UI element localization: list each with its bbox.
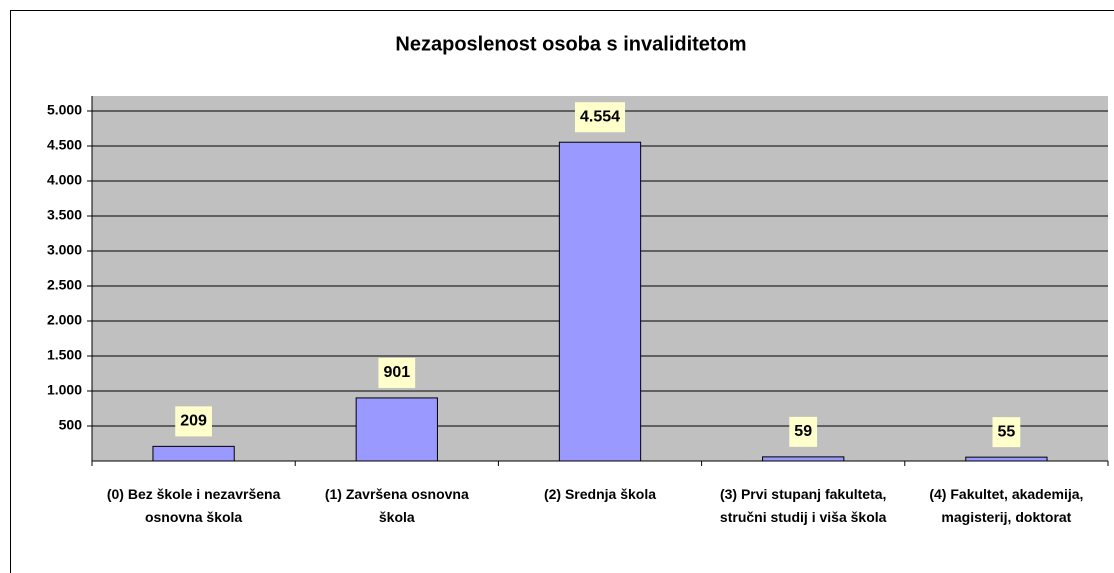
y-tick-label: 5.000 — [47, 102, 82, 118]
y-tick-label: 1.500 — [47, 347, 82, 363]
bar — [762, 456, 845, 462]
bar — [355, 397, 438, 462]
x-tick-label: (4) Fakultet, akademija, magisterij, dok… — [929, 486, 1084, 525]
y-tick-label: 3.500 — [47, 207, 82, 223]
bar — [152, 445, 235, 462]
data-label: 209 — [180, 413, 207, 430]
data-label: 901 — [383, 364, 410, 381]
x-tick-label: (3) Prvi stupanj fakulteta, stručni stud… — [719, 486, 887, 525]
data-label: 4.554 — [580, 108, 620, 125]
data-label-bg — [789, 416, 818, 447]
bar — [965, 456, 1048, 462]
y-tick-label: 2.000 — [47, 312, 82, 328]
data-label-bg — [992, 417, 1021, 448]
x-tick-label: (2) Srednja škola — [543, 486, 657, 502]
data-label: 55 — [998, 423, 1016, 440]
data-label-bg — [175, 406, 212, 437]
data-label-bg — [378, 357, 416, 388]
y-tick-label: 4.000 — [47, 172, 82, 188]
chart-title: Nezaposlenost osoba s invaliditetom — [395, 33, 746, 55]
y-tick-label: 500 — [59, 417, 83, 433]
x-tick-label: (0) Bez škole i nezavršena osnovna škola — [106, 486, 281, 525]
y-tick-label: 2.500 — [47, 277, 82, 293]
bar — [558, 141, 642, 462]
y-tick-label: 1.000 — [47, 382, 82, 398]
data-label: 59 — [794, 423, 812, 440]
y-tick-label: 4.500 — [47, 137, 82, 153]
x-tick-label: (1) Završena osnovna škola — [324, 486, 469, 525]
data-label-bg — [574, 102, 626, 133]
y-tick-label: 3.000 — [47, 242, 82, 258]
